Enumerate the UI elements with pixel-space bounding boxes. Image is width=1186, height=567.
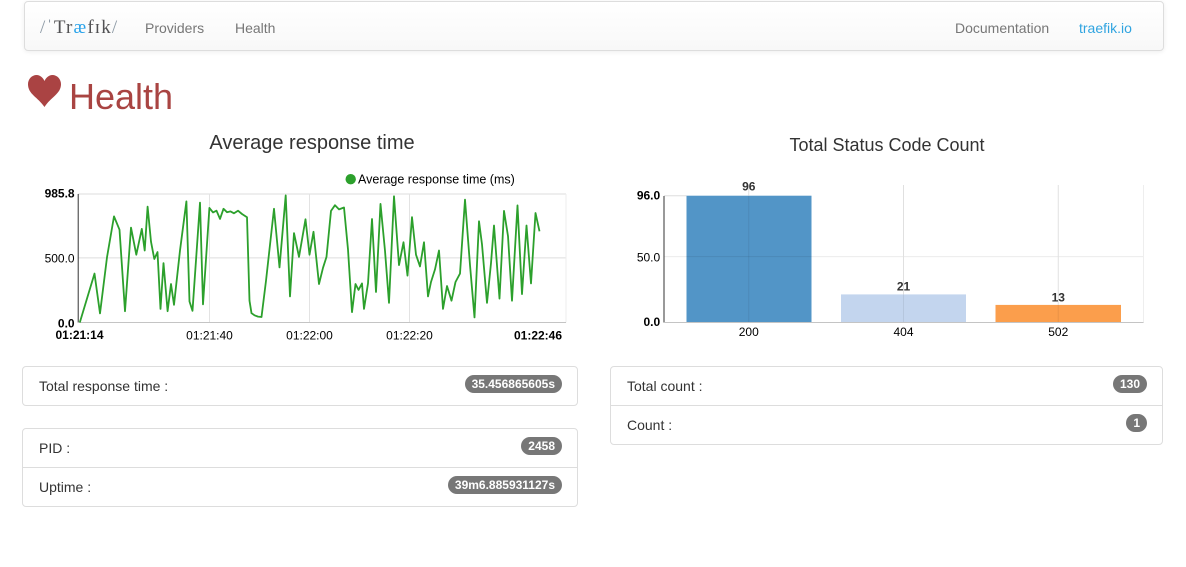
svg-text:500.0: 500.0 [45, 252, 75, 266]
svg-text:01:22:00: 01:22:00 [286, 329, 333, 343]
svg-text:01:22:20: 01:22:20 [386, 329, 433, 343]
svg-text:01:22:46: 01:22:46 [514, 329, 562, 343]
svg-text:502: 502 [1048, 325, 1068, 339]
svg-text:0.0: 0.0 [644, 315, 661, 329]
svg-text:Average response time (ms): Average response time (ms) [358, 173, 515, 187]
svg-text:985.8: 985.8 [45, 187, 75, 201]
svg-text:50.0: 50.0 [637, 250, 661, 264]
svg-text:21: 21 [897, 280, 911, 294]
svg-text:96: 96 [742, 180, 756, 194]
svg-text:13: 13 [1052, 291, 1066, 305]
svg-text:404: 404 [893, 325, 913, 339]
svg-text:01:21:40: 01:21:40 [186, 329, 233, 343]
svg-text:96.0: 96.0 [637, 189, 661, 203]
svg-text:0.0: 0.0 [58, 317, 75, 331]
svg-text:01:21:14: 01:21:14 [55, 328, 103, 342]
svg-text:200: 200 [739, 325, 759, 339]
